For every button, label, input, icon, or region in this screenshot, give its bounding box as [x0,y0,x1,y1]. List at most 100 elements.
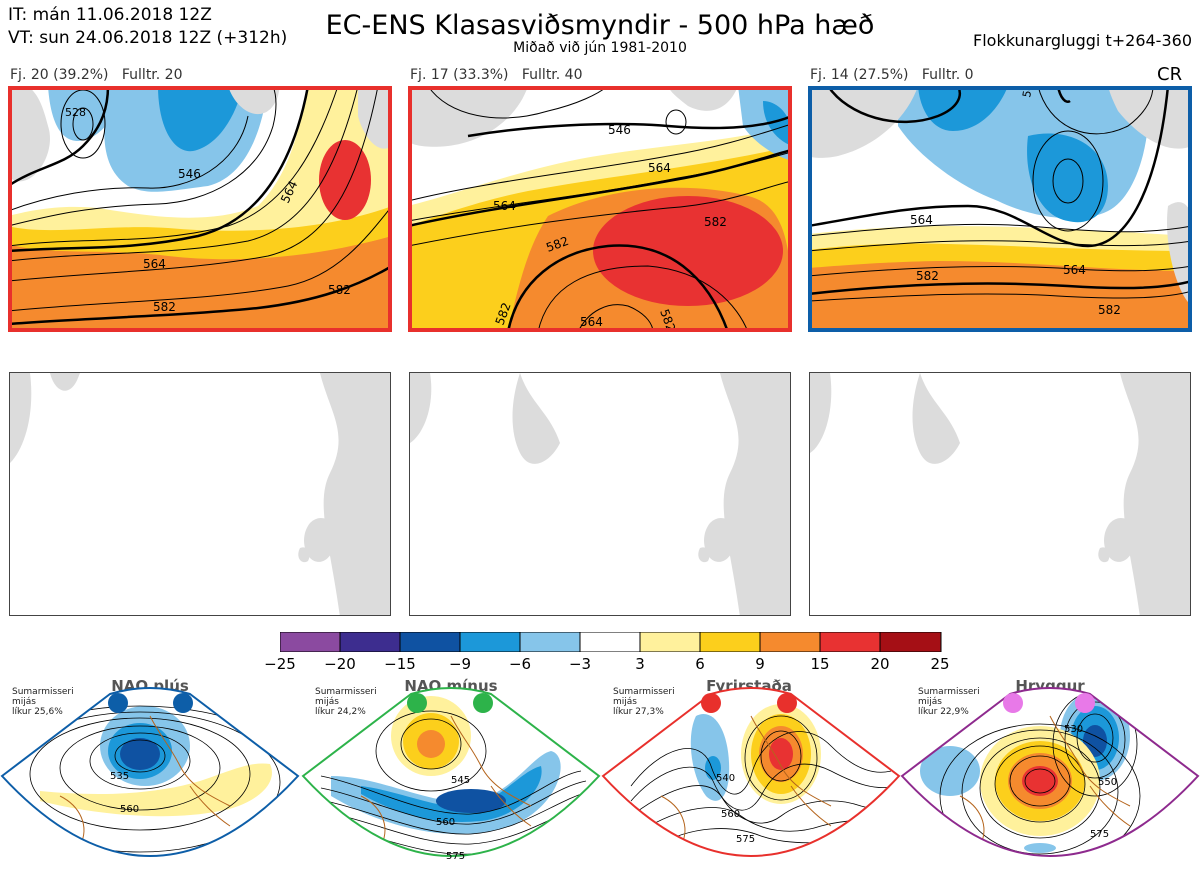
contour-label: 546 [608,123,631,137]
header-info: IT: mán 11.06.2018 12Z VT: sun 24.06.201… [8,4,287,50]
colorbar-tick: 15 [810,655,830,673]
contour-label: 564 [648,161,671,175]
contour-label: 582 [916,269,939,283]
cluster-2-name: Fj. 17 (33.3%) [410,67,509,83]
contour-label: 564 [143,257,166,271]
contour-label: 545 [451,775,470,786]
regime-1-season: Sumarmisseri [12,687,74,697]
contour-label: 530 [1064,724,1083,735]
cluster-1-name: Fj. 20 (39.2%) [10,67,109,83]
colorbar-swatch [879,631,942,653]
colorbar-swatch [699,631,761,653]
colorbar-swatch [579,631,641,653]
contour-label: 528 [65,106,86,119]
colorbar-tick: 9 [755,655,765,673]
contour-label: 564 [1063,263,1086,277]
colorbar-swatch [819,631,881,653]
regime-3-info: Sumarmisseri mijás líkur 27,3% [613,687,675,717]
regime-2-marker [473,693,493,713]
regime-4-season: Sumarmisseri [918,687,980,697]
regime-1-marker [173,693,193,713]
contour-label: 575 [736,834,755,845]
contour-label: 560 [120,804,139,815]
cluster-3-name: Fj. 14 (27.5%) [810,67,909,83]
colorbar-swatch [759,631,821,653]
regime-2-probability: líkur 24,2% [315,707,366,717]
cluster-2-map: 546 564 564 582 582 582 564 582 [408,86,792,332]
cluster-3-label: Fj. 14 (27.5%) Fulltr. 0 [810,67,974,83]
page-title: EC-ENS Klasasviðsmyndir - 500 hPa hæð [325,10,875,41]
contour-label: 575 [1090,829,1109,840]
init-time: IT: mán 11.06.2018 12Z [8,5,212,25]
cluster-1-member: Fulltr. 20 [121,67,183,83]
clustering-window: Flokkunargluggi t+264-360 [973,31,1192,50]
colorbar-swatch [279,631,341,653]
cluster-3-frame [808,86,1192,332]
empty-map-3 [809,372,1191,616]
regime-3-period: mijás [613,697,637,707]
contour-label: 582 [657,307,678,332]
contour-label: 560 [436,817,455,828]
contour-label: 564 [493,199,516,213]
regime-2-season: Sumarmisseri [315,687,377,697]
cluster-2-member: Fulltr. 40 [521,67,583,83]
colorbar-swatch [399,631,461,653]
regime-code: CR [1157,64,1183,85]
contour-label: 564 [580,315,603,329]
regime-4-info: Sumarmisseri mijás líkur 22,9% [918,687,980,717]
regime-1-probability: líkur 25,6% [12,707,63,717]
cluster-1-map: 546 564 564 582 582 528 [8,86,392,332]
regime-3-marker [701,693,721,713]
contour-label: 582 [704,215,727,229]
contour-label: 564 [910,213,933,227]
contour-label: 582 [328,283,351,297]
colorbar-tick: −6 [508,655,532,673]
contour-label: 582 [1098,303,1121,317]
regime-2-map: 545 560 575 [301,676,601,871]
cluster-3-member: Fulltr. 0 [921,67,974,83]
regime-4-marker [1075,693,1095,713]
colorbar-tick: −9 [448,655,472,673]
cluster-1-label: Fj. 20 (39.2%) Fulltr. 20 [10,67,183,83]
colorbar-tick: 3 [635,655,645,673]
colorbar-tick: 25 [930,655,950,673]
regime-3-map: 540 560 575 [601,676,901,871]
contour-label: 550 [1098,777,1117,788]
colorbar-tick: −25 [264,655,296,673]
empty-map-2 [409,372,791,616]
regime-3-season: Sumarmisseri [613,687,675,697]
regime-3-probability: líkur 27,3% [613,707,664,717]
colorbar-tick: 6 [695,655,705,673]
cluster-1-frame [8,86,392,332]
colorbar-swatch [519,631,581,653]
colorbar-tick: 20 [870,655,890,673]
valid-time: VT: sun 24.06.2018 12Z (+312h) [8,28,288,48]
regime-2-marker [407,693,427,713]
page-subtitle: Miðað við jún 1981-2010 [513,40,687,56]
regime-4-probability: líkur 22,9% [918,707,969,717]
regime-1-period: mijás [12,697,36,707]
colorbar-tick: −20 [324,655,356,673]
contour-label: 540 [716,773,735,784]
regime-2-info: Sumarmisseri mijás líkur 24,2% [315,687,377,717]
contour-label: 535 [110,771,129,782]
cluster-2-frame [408,86,792,332]
regime-1-map: 535 560 [0,676,300,871]
colorbar-swatch [459,631,521,653]
colorbar-swatch [639,631,701,653]
regime-2-period: mijás [315,697,339,707]
contour-label: 575 [446,851,465,862]
regime-1-info: Sumarmisseri mijás líkur 25,6% [12,687,74,717]
regime-4-map: 530 550 575 [900,676,1200,871]
colorbar-tick: −3 [568,655,592,673]
colorbar-tick: −15 [384,655,416,673]
empty-map-1 [9,372,391,616]
colorbar-swatch [339,631,401,653]
regime-4-period: mijás [918,697,942,707]
contour-label: 582 [153,300,176,314]
regime-4-marker [1003,693,1023,713]
colorbar [279,631,942,653]
regime-1-marker [108,693,128,713]
cluster-3-map: 564 564 582 582 546 [808,86,1192,332]
contour-label: 560 [721,809,740,820]
